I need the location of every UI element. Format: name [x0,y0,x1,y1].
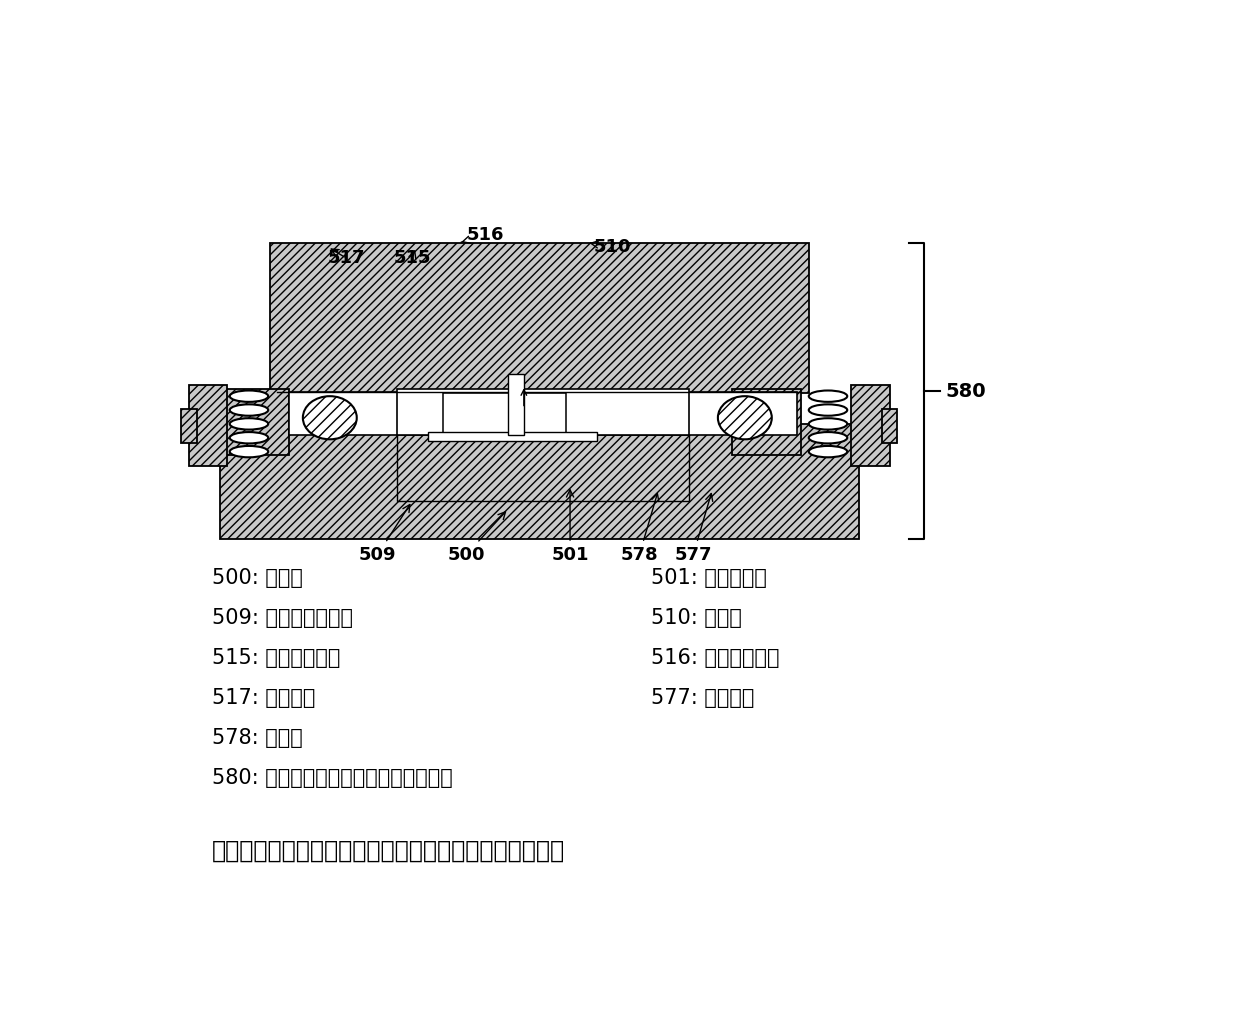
Ellipse shape [808,405,847,416]
Bar [188,385,227,467]
Text: 516: 516 [461,227,505,244]
Text: 500: 纳米孔: 500: 纳米孔 [212,568,303,588]
Ellipse shape [229,446,268,457]
Text: 509: 509 [358,505,410,563]
Ellipse shape [229,405,268,416]
Text: 515: 扫描板底表面: 515: 扫描板底表面 [212,648,340,668]
Bar [219,389,289,454]
Text: 577: 577 [675,493,713,563]
Bar [508,374,523,436]
Text: 具有单独的弹簧和密封件的动态腔子组件的示意性横截面: 具有单独的弹簧和密封件的动态腔子组件的示意性横截面 [212,839,565,863]
Text: 509: 隔离的纳米孔阵: 509: 隔离的纳米孔阵 [212,608,353,628]
Text: 515: 515 [393,249,432,268]
Text: 516: 扫描板安装件: 516: 扫描板安装件 [651,648,780,668]
Text: 517: 分离垫片: 517: 分离垫片 [212,688,315,708]
Bar [882,409,898,443]
Ellipse shape [808,432,847,444]
Ellipse shape [718,397,771,440]
Bar [181,409,197,443]
Text: 517: 517 [329,249,366,268]
Text: 510: 扫描板: 510: 扫描板 [651,608,742,628]
Bar [397,434,689,501]
Bar [397,389,689,436]
Ellipse shape [303,397,357,440]
Text: 578: 密封件: 578: 密封件 [212,728,303,748]
Text: 577: 压缩弹簧: 577: 压缩弹簧 [651,688,754,708]
Ellipse shape [229,432,268,444]
Ellipse shape [808,418,847,430]
Text: 500: 500 [448,512,506,563]
Bar [289,391,797,436]
Text: 501: 纳米孔芯片: 501: 纳米孔芯片 [651,568,766,588]
Bar [851,385,889,467]
Text: 578: 578 [620,493,658,563]
Bar [219,424,859,540]
Bar [270,243,808,393]
Ellipse shape [808,390,847,402]
Bar [428,432,596,441]
Text: 580: 580 [946,382,987,401]
Ellipse shape [229,390,268,402]
Text: 501: 501 [552,490,589,563]
Ellipse shape [229,418,268,430]
Bar [443,393,567,436]
Bar [732,389,801,454]
Text: 580: 具有弹簧和密封件的动态腔子组件: 580: 具有弹簧和密封件的动态腔子组件 [212,768,453,788]
Text: 510: 510 [590,238,631,255]
Ellipse shape [808,446,847,457]
